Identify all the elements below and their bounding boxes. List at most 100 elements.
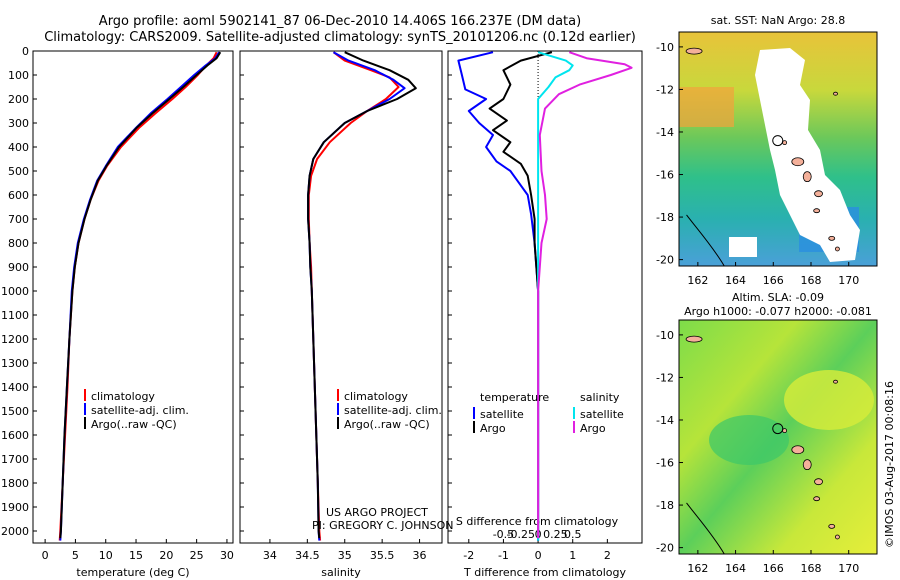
x-tick-label: 168 — [801, 562, 822, 575]
legend-label: Argo — [580, 422, 606, 435]
series-line-climatology — [307, 51, 400, 541]
series-line-argo-raw-qc- — [307, 51, 417, 539]
y-tick-label: 1100 — [1, 309, 29, 322]
y-tick-label: 1600 — [1, 429, 29, 442]
y-tick-label: 200 — [8, 93, 29, 106]
argo-position-marker — [772, 135, 784, 147]
y-tick-label: -10 — [656, 41, 674, 54]
y-tick-label: 800 — [8, 237, 29, 250]
x2-tick-label: 0.5 — [564, 528, 582, 541]
project-line1: US ARGO PROJECT — [326, 506, 428, 519]
island-shape — [828, 523, 836, 529]
y-tick-label: 1500 — [1, 405, 29, 418]
series-line-argo-raw-qc- — [59, 51, 222, 539]
x2-tick-label: -0.25 — [507, 528, 535, 541]
x-tick-label: 168 — [801, 274, 822, 287]
x-tick-label: 0 — [535, 549, 542, 562]
profile-panel-1: 0100200300400500600700800900100011001200… — [1, 45, 234, 579]
island-shape — [828, 235, 836, 241]
y-tick-label: 1400 — [1, 381, 29, 394]
island-shape — [791, 157, 805, 167]
legend-label: Argo(..raw -QC) — [344, 418, 430, 431]
y-tick-label: 600 — [8, 189, 29, 202]
x-tick-label: 10 — [99, 549, 113, 562]
x2-tick-label: -0.5 — [493, 528, 514, 541]
island-shape — [791, 445, 805, 455]
island-shape — [814, 190, 823, 198]
y-tick-label: -18 — [656, 499, 674, 512]
legend-label: climatology — [91, 390, 155, 403]
legend-title-temperature: temperature — [480, 391, 549, 404]
legend-title-salinity: salinity — [580, 391, 620, 404]
figure-title-line2: Climatology: CARS2009. Satellite-adjuste… — [44, 30, 636, 45]
y-tick-label: -12 — [656, 371, 674, 384]
x-tick-label: 20 — [159, 549, 173, 562]
y-tick-label: 1900 — [1, 501, 29, 514]
y-tick-label: 0 — [22, 45, 29, 58]
x-tick-label: 35 — [338, 549, 352, 562]
x-tick-label: 164 — [725, 274, 746, 287]
y-tick-label: -14 — [656, 126, 674, 139]
sla-low-patch — [709, 415, 789, 465]
y-tick-label: -20 — [656, 254, 674, 267]
y-tick-label: 400 — [8, 141, 29, 154]
legend-label: satellite — [580, 408, 624, 421]
x-tick-label: -1 — [498, 549, 509, 562]
x-tick-label: 34 — [263, 549, 277, 562]
island-shape — [833, 91, 838, 96]
y-tick-label: 700 — [8, 213, 29, 226]
y-tick-label: 300 — [8, 117, 29, 130]
profile-panel-3: -2 -1 0 1 2 T difference from climatology -0.5… — [447, 50, 643, 579]
map-title-2: Argo h1000: -0.077 h2000: -0.081 — [684, 305, 872, 318]
x-tick-label: 170 — [838, 274, 859, 287]
x-tick-label: 15 — [129, 549, 143, 562]
sst-warm-patch — [679, 87, 734, 127]
y-tick-label: -18 — [656, 211, 674, 224]
panel-frame — [447, 50, 643, 544]
y-tick-label: 1000 — [1, 285, 29, 298]
series-line-salinity-argo — [537, 51, 633, 539]
cloud-mask — [755, 48, 860, 262]
series-line-salinity-satellite — [537, 51, 574, 541]
x-axis-label: T difference from climatology — [463, 566, 626, 579]
project-line2: PI: GREGORY C. JOHNSON — [312, 519, 453, 532]
x-tick-label: 34.5 — [295, 549, 320, 562]
island-shape — [814, 478, 823, 486]
x-tick-label: 35.5 — [370, 549, 395, 562]
x-axis-label: salinity — [321, 566, 361, 579]
y-tick-label: 1300 — [1, 357, 29, 370]
bathymetry-contour — [686, 502, 725, 555]
island-shape — [685, 335, 703, 343]
x-tick-label: 162 — [687, 562, 708, 575]
x-tick-label: 2 — [604, 549, 611, 562]
island-shape — [813, 496, 821, 502]
y-tick-label: 900 — [8, 261, 29, 274]
island-shape — [685, 47, 703, 55]
map-frame — [678, 319, 878, 555]
x-tick-label: 25 — [190, 549, 204, 562]
x-tick-label: 162 — [687, 274, 708, 287]
y-tick-label: 500 — [8, 165, 29, 178]
series-line-temperature-argo — [488, 51, 553, 539]
y-tick-label: -16 — [656, 457, 674, 470]
panel-frame — [239, 50, 443, 544]
legend-label: satellite-adj. clim. — [344, 404, 442, 417]
y-tick-label: 1700 — [1, 453, 29, 466]
x-tick-label: 1 — [569, 549, 576, 562]
x-tick-label: 5 — [72, 549, 79, 562]
x-tick-label: 166 — [763, 562, 784, 575]
x-tick-label: 0 — [42, 549, 49, 562]
legend-label: climatology — [344, 390, 408, 403]
x-tick-label: 36 — [413, 549, 427, 562]
x-tick-label: 164 — [725, 562, 746, 575]
island-shape — [835, 534, 840, 540]
argo-position-marker — [772, 423, 784, 435]
y-tick-label: 100 — [8, 69, 29, 82]
island-shape — [802, 459, 812, 471]
y-tick-label: -16 — [656, 169, 674, 182]
map-panel-1: -10 -12 -14 -16 -18 -20 162 164 166 168 170 sat. SS… — [656, 14, 878, 287]
y-tick-label: 1200 — [1, 333, 29, 346]
island-shape — [802, 171, 812, 183]
profile-panel-2: 34 34.5 35 35.5 36 salinity climatologysatelli… — [239, 50, 443, 579]
